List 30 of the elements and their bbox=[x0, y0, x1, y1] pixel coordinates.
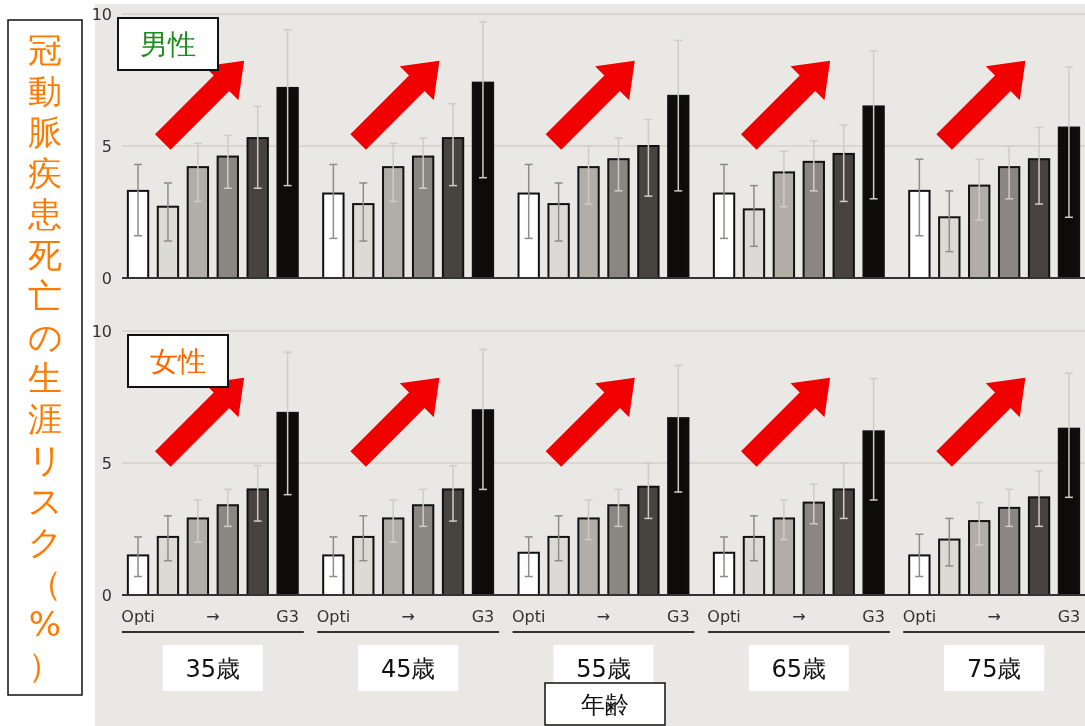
x-tick-label: 55歳 bbox=[576, 655, 631, 683]
text: Opti bbox=[902, 607, 937, 626]
x-axis-title: 年齢 bbox=[581, 691, 629, 719]
text: 男性 bbox=[140, 28, 196, 61]
x-tick-label: 75歳 bbox=[966, 655, 1022, 683]
text: → bbox=[792, 607, 806, 626]
text: G3 bbox=[471, 607, 495, 626]
x-tick-label: 65歳 bbox=[771, 655, 827, 683]
text: → bbox=[987, 607, 1001, 626]
y-tick-label: 5 bbox=[101, 136, 112, 156]
text: Opti bbox=[121, 607, 155, 626]
y-tick-label: 0 bbox=[101, 585, 112, 605]
series-label: G3 bbox=[1057, 607, 1081, 626]
text: → bbox=[401, 607, 415, 626]
text: Opti bbox=[316, 607, 351, 626]
text: Opti bbox=[707, 607, 741, 626]
text: G3 bbox=[667, 607, 690, 626]
text: G3 bbox=[276, 607, 299, 626]
series-label: Opti bbox=[511, 607, 546, 626]
text: 女性 bbox=[150, 345, 206, 378]
x-tick-label: 45歳 bbox=[380, 655, 436, 683]
x-tick-label: 35歳 bbox=[185, 655, 241, 683]
text: G3 bbox=[862, 607, 885, 626]
y-tick-label: 0 bbox=[101, 268, 112, 288]
y-tick-label: 5 bbox=[101, 453, 112, 473]
text: 冠動脈疾患死亡の生涯リスク（%） bbox=[27, 30, 63, 685]
y-tick-label: 10 bbox=[91, 321, 112, 341]
text: → bbox=[206, 607, 220, 626]
text: → bbox=[596, 607, 611, 626]
y-tick-label: 10 bbox=[91, 4, 112, 24]
